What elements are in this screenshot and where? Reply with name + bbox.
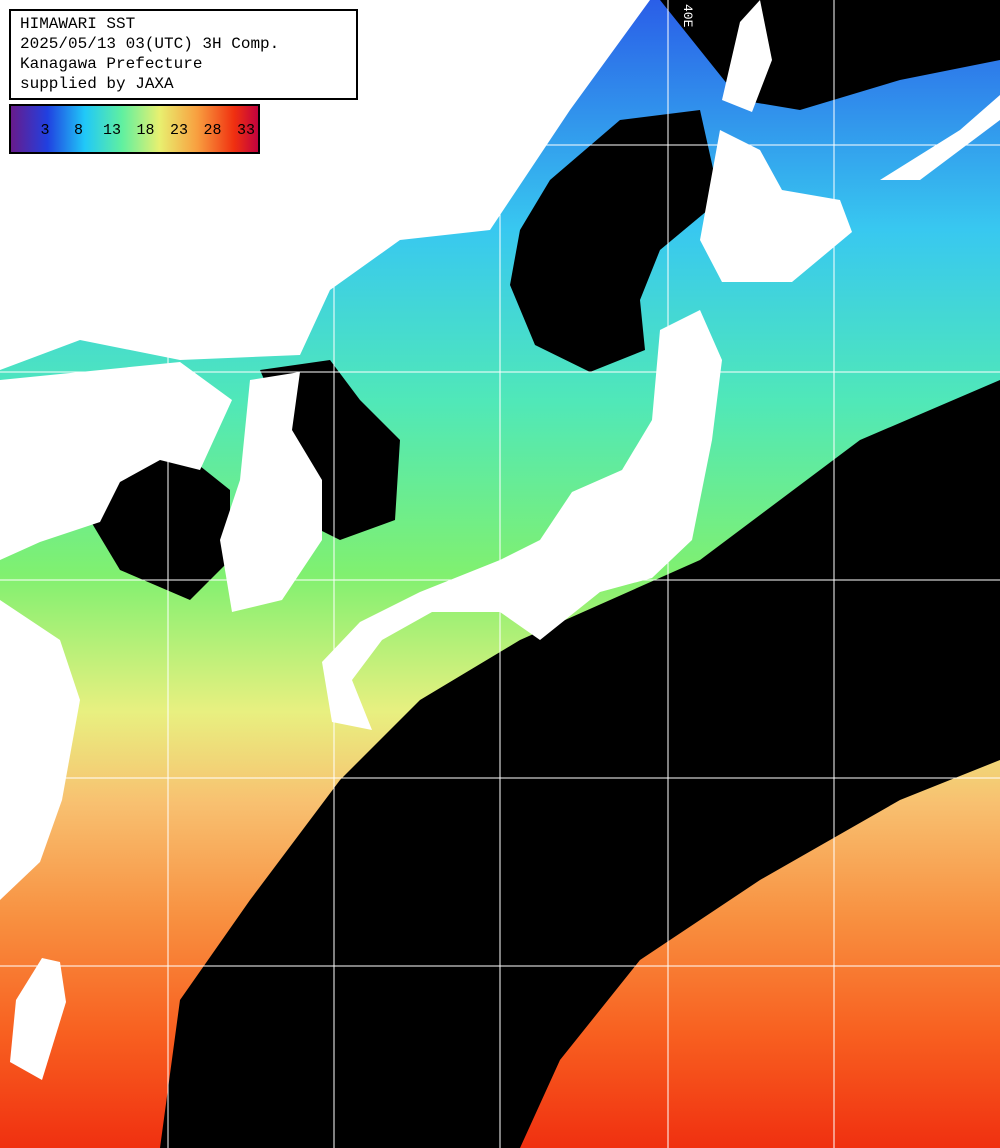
colorbar-label: 3 — [40, 122, 49, 139]
colorbar-labels: 3 8 13 18 23 28 33 — [40, 122, 255, 139]
colorbar-label: 8 — [74, 122, 83, 139]
colorbar-label: 23 — [170, 122, 188, 139]
header: HIMAWARI SST 2025/05/13 03(UTC) 3H Comp. K… — [20, 15, 279, 93]
header-line: supplied by JAXA — [20, 75, 174, 93]
colorbar-label: 13 — [103, 122, 121, 139]
header-line: HIMAWARI SST — [20, 15, 135, 33]
header-line: Kanagawa Prefecture — [20, 55, 202, 73]
colorbar — [9, 104, 260, 154]
header-box — [9, 9, 358, 100]
colorbar-label: 18 — [136, 122, 154, 139]
colorbar-label: 33 — [237, 122, 255, 139]
header-line: 2025/05/13 03(UTC) 3H Comp. — [20, 35, 279, 53]
grid-label: 40E — [680, 4, 695, 28]
colorbar-label: 28 — [203, 122, 221, 139]
